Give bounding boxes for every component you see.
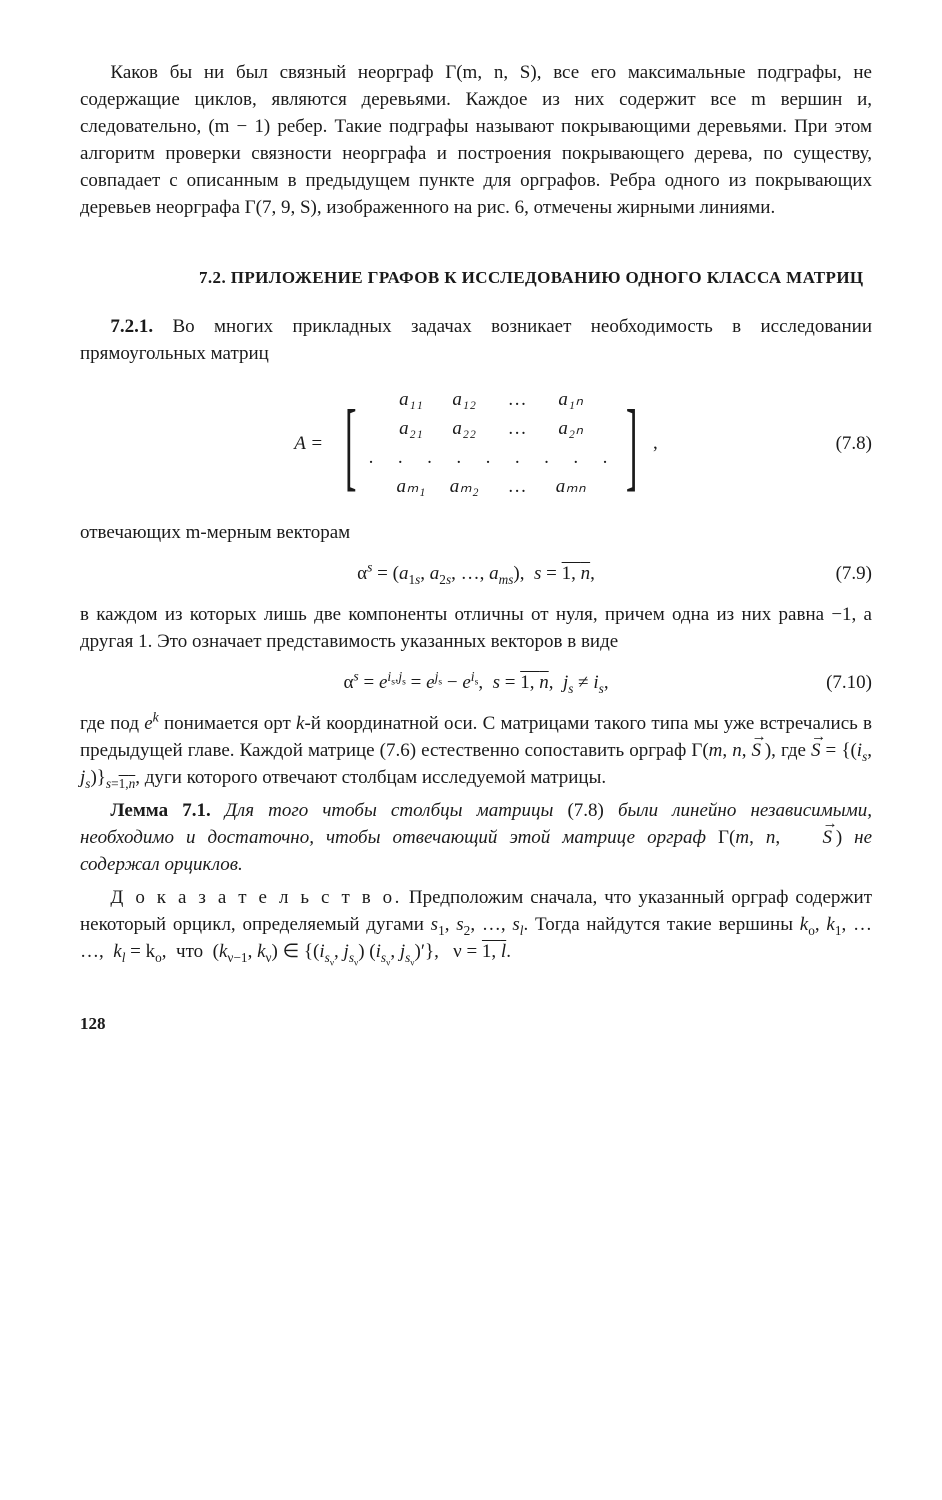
equation-7-9: αs = (a1s, a2s, …, ams), s = 1, n, (7.9) <box>80 561 872 588</box>
paragraph-5: где под ek понимается орт k-й координатн… <box>80 711 872 792</box>
equation-7-8: A = [ a₁₁ a₁₂ … a₁ₙ a₂₁ a₂₂ … a₂ₙ . . . … <box>80 382 872 506</box>
matrix-cell: aₘₙ <box>547 474 595 501</box>
left-bracket-icon: [ <box>345 407 357 482</box>
page-number: 128 <box>80 1012 872 1036</box>
matrix-cell: … <box>494 416 542 443</box>
matrix-cell: … <box>494 387 542 414</box>
paragraph-3: отвечающих m-мерным векторам <box>80 520 872 547</box>
matrix: [ a₁₁ a₁₂ … a₁ₙ a₂₁ a₂₂ … a₂ₙ . . . . . … <box>334 382 648 506</box>
equation-number: (7.9) <box>836 561 872 588</box>
paragraph-2: 7.2.1. Во многих прикладных задачах возн… <box>80 314 872 368</box>
matrix-cell: a₁ₙ <box>547 387 595 414</box>
matrix-cell: … <box>494 474 542 501</box>
proof-label: Д о к а з а т е л ь с т в о. <box>110 887 402 908</box>
paragraph-2-rest: Во многих прикладных задачах возникает н… <box>80 316 872 364</box>
section-heading: 7.2. ПРИЛОЖЕНИЕ ГРАФОВ К ИССЛЕДОВАНИЮ ОД… <box>80 266 872 291</box>
matrix-cell: a₂ₙ <box>547 416 595 443</box>
subsection-number: 7.2.1. <box>110 316 153 337</box>
lemma: Лемма 7.1. Для того чтобы столбцы матриц… <box>80 798 872 879</box>
equation-7-8-suffix: , <box>653 433 658 454</box>
matrix-body: a₁₁ a₁₂ … a₁ₙ a₂₁ a₂₂ … a₂ₙ . . . . . . … <box>367 382 615 506</box>
equation-7-10-content: αs = eis,js = ejs − eis, s = 1, n, js ≠ … <box>80 670 872 697</box>
matrix-row: a₂₁ a₂₂ … a₂ₙ <box>369 415 613 444</box>
equation-7-9-content: αs = (a1s, a2s, …, ams), s = 1, n, <box>80 561 872 588</box>
matrix-cell: a₁₁ <box>387 387 435 414</box>
matrix-cell: a₂₁ <box>387 416 435 443</box>
matrix-cell: a₁₂ <box>440 387 488 414</box>
equation-7-10: αs = eis,js = ejs − eis, s = 1, n, js ≠ … <box>80 670 872 697</box>
lemma-label: Лемма 7.1. <box>110 800 210 821</box>
matrix-row: a₁₁ a₁₂ … a₁ₙ <box>369 386 613 415</box>
paragraph-intro: Каков бы ни был связный неорграф Γ(m, n,… <box>80 60 872 222</box>
matrix-cell: a₂₂ <box>440 416 488 443</box>
right-bracket-icon: ] <box>626 407 638 482</box>
matrix-cell: aₘ₁ <box>387 474 435 501</box>
equation-7-8-content: A = [ a₁₁ a₁₂ … a₁ₙ a₂₁ a₂₂ … a₂ₙ . . . … <box>80 382 872 506</box>
equation-number: (7.8) <box>836 431 872 458</box>
paragraph-4: в каждом из которых лишь две компоненты … <box>80 602 872 656</box>
matrix-cell: aₘ₂ <box>440 474 488 501</box>
proof: Д о к а з а т е л ь с т в о. Предположим… <box>80 885 872 966</box>
equation-7-8-prefix: A = <box>294 433 323 454</box>
matrix-dots-row: . . . . . . . . . <box>369 444 613 473</box>
matrix-row: aₘ₁ aₘ₂ … aₘₙ <box>369 473 613 502</box>
equation-number: (7.10) <box>826 670 872 697</box>
